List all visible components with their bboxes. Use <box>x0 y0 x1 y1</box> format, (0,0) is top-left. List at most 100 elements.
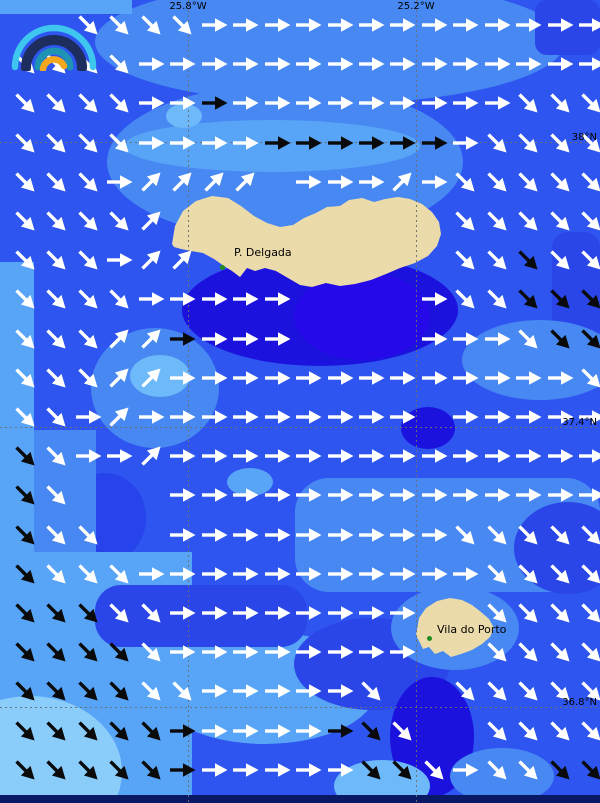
wind-arrow <box>230 49 260 79</box>
logo-arc-navy <box>21 35 87 71</box>
wind-arrow <box>230 755 260 785</box>
wind-arrow <box>73 441 103 471</box>
wind-arrow <box>576 441 600 471</box>
logo-arc-orange <box>39 56 68 71</box>
wind-arrow <box>513 206 543 236</box>
wind-arrow <box>104 598 134 628</box>
wind-arrow <box>325 88 355 118</box>
wind-arrow <box>262 637 292 667</box>
wind-arrow <box>387 88 417 118</box>
wind-arrow <box>576 206 600 236</box>
wind-arrow <box>262 49 292 79</box>
wind-arrow <box>482 49 512 79</box>
wind-arrow <box>450 480 480 510</box>
wind-arrow <box>167 245 197 275</box>
wind-arrow-black <box>356 128 386 158</box>
wind-arrow <box>356 441 386 471</box>
wind-arrow <box>576 167 600 197</box>
wind-arrow <box>73 324 103 354</box>
wind-arrow-black <box>262 128 292 158</box>
wind-arrow <box>199 324 229 354</box>
wind-arrow <box>293 716 323 746</box>
wind-arrow <box>450 128 480 158</box>
wind-arrow <box>576 49 600 79</box>
wind-arrow <box>513 598 543 628</box>
wind-arrow <box>136 441 166 471</box>
wind-arrow-black <box>73 598 103 628</box>
wind-arrow <box>576 245 600 275</box>
wind-arrow <box>41 363 71 393</box>
wind-arrow <box>10 284 40 314</box>
city-label: Vila do Porto <box>437 623 507 636</box>
wind-arrow <box>356 363 386 393</box>
wind-arrow-black <box>356 755 386 785</box>
wind-arrow <box>387 637 417 667</box>
wind-arrow <box>545 520 575 550</box>
wind-arrow-black <box>167 716 197 746</box>
wind-arrow <box>136 402 166 432</box>
wind-arrow <box>136 598 166 628</box>
wind-arrow <box>10 88 40 118</box>
wind-arrow <box>136 128 166 158</box>
wind-arrow <box>419 559 449 589</box>
wind-arrow <box>545 88 575 118</box>
longitude-label: 25.8°W <box>169 1 207 12</box>
wind-arrow <box>73 10 103 40</box>
wind-arrow <box>167 10 197 40</box>
wind-arrow <box>199 755 229 785</box>
wind-arrow-black <box>10 716 40 746</box>
wind-arrow-black <box>545 755 575 785</box>
wind-arrow-black <box>419 128 449 158</box>
wind-arrow <box>387 402 417 432</box>
wind-arrow <box>293 441 323 471</box>
wind-arrow <box>73 284 103 314</box>
wind-arrow <box>419 755 449 785</box>
wind-arrow-black <box>41 676 71 706</box>
wind-arrow-black <box>199 88 229 118</box>
wind-arrow <box>104 167 134 197</box>
wind-arrow <box>230 716 260 746</box>
wind-arrow <box>73 167 103 197</box>
wind-arrow <box>387 480 417 510</box>
wind-arrow <box>545 10 575 40</box>
wind-arrow <box>325 363 355 393</box>
wind-arrow <box>10 245 40 275</box>
wind-arrow-black <box>167 755 197 785</box>
wind-arrow <box>419 324 449 354</box>
wind-arrow <box>167 128 197 158</box>
brand-rainbow-logo <box>11 24 97 71</box>
wind-arrow <box>73 245 103 275</box>
wind-arrow-black <box>73 676 103 706</box>
wind-arrow <box>513 755 543 785</box>
wind-arrow <box>325 598 355 628</box>
wind-arrow <box>293 363 323 393</box>
wind-arrow <box>41 402 71 432</box>
wind-arrow <box>450 49 480 79</box>
wind-arrow <box>419 49 449 79</box>
wind-arrow <box>482 441 512 471</box>
wind-arrow <box>419 480 449 510</box>
wind-arrow <box>576 637 600 667</box>
wind-arrow <box>167 480 197 510</box>
wind-arrow-black <box>104 676 134 706</box>
wind-arrow <box>167 363 197 393</box>
wind-arrow-black <box>10 559 40 589</box>
wind-arrow <box>136 10 166 40</box>
wind-arrow <box>73 206 103 236</box>
wind-arrow-black <box>41 598 71 628</box>
wind-arrow <box>450 206 480 236</box>
wind-arrow <box>513 88 543 118</box>
wind-arrow <box>576 520 600 550</box>
wind-arrow <box>167 49 197 79</box>
wind-arrow <box>73 402 103 432</box>
wind-arrow <box>545 637 575 667</box>
wind-arrow <box>167 88 197 118</box>
wind-arrow <box>387 441 417 471</box>
wind-arrow <box>513 402 543 432</box>
wind-arrow <box>199 520 229 550</box>
wind-arrow <box>513 637 543 667</box>
wind-arrow <box>230 10 260 40</box>
wind-arrow <box>482 676 512 706</box>
wind-arrow <box>262 324 292 354</box>
